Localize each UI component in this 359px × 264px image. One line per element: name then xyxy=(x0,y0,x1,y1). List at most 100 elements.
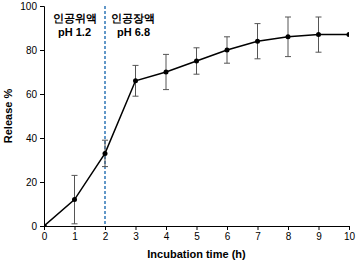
x-tick-label: 10 xyxy=(344,231,356,242)
error-bar-cap xyxy=(163,54,169,55)
x-tick: 7 xyxy=(255,226,261,242)
y-tick-label: 40 xyxy=(26,133,38,144)
x-tick-mark xyxy=(288,226,289,230)
error-bar xyxy=(133,65,139,96)
y-tick: 40 xyxy=(26,133,44,144)
marker xyxy=(347,32,350,37)
marker xyxy=(44,224,47,227)
marker xyxy=(225,48,230,53)
x-tick-label: 2 xyxy=(103,231,109,242)
phase-ph: pH 6.8 xyxy=(117,26,150,38)
release-line xyxy=(44,35,349,226)
y-tick: 20 xyxy=(26,177,44,188)
y-tick-label: 80 xyxy=(26,45,38,56)
x-tick: 10 xyxy=(344,226,356,242)
x-tick-mark xyxy=(166,226,167,230)
x-tick-mark xyxy=(258,226,259,230)
x-tick: 8 xyxy=(286,226,292,242)
chart: 012345678910020406080100인공위액pH 1.2인공장액pH… xyxy=(0,0,359,264)
x-tick-label: 3 xyxy=(133,231,139,242)
marker xyxy=(133,78,138,83)
x-tick-mark xyxy=(197,226,198,230)
marker xyxy=(286,34,291,39)
y-tick-label: 0 xyxy=(31,221,37,232)
marker xyxy=(103,151,108,156)
error-bar-cap xyxy=(102,166,108,167)
x-tick: 5 xyxy=(194,226,200,242)
y-tick-mark xyxy=(40,138,44,139)
x-axis-title: Incubation time (h) xyxy=(147,248,246,260)
x-tick: 0 xyxy=(42,226,48,242)
error-bar-cap xyxy=(285,17,291,18)
y-tick: 60 xyxy=(26,89,44,100)
error-bar-cap xyxy=(285,56,291,57)
error-bar-cap xyxy=(133,96,139,97)
y-tick-mark xyxy=(40,182,44,183)
x-tick: 9 xyxy=(316,226,322,242)
x-tick-mark xyxy=(105,226,106,230)
error-bar-cap xyxy=(316,52,322,53)
x-tick-label: 1 xyxy=(72,231,78,242)
y-axis-title: Release % xyxy=(2,89,14,144)
x-tick-label: 7 xyxy=(255,231,261,242)
x-tick: 2 xyxy=(103,226,109,242)
error-bar-cap xyxy=(255,23,261,24)
error-bar xyxy=(316,17,322,52)
marker xyxy=(255,39,260,44)
x-tick: 6 xyxy=(225,226,231,242)
x-tick-label: 8 xyxy=(286,231,292,242)
x-tick-label: 6 xyxy=(225,231,231,242)
y-tick-mark xyxy=(40,226,44,227)
x-tick-mark xyxy=(227,226,228,230)
y-tick-mark xyxy=(40,94,44,95)
error-bar xyxy=(285,17,291,57)
y-tick: 80 xyxy=(26,45,44,56)
error-bar-cap xyxy=(194,47,200,48)
phase-name: 인공장액 xyxy=(111,12,155,24)
error-bar-cap xyxy=(194,74,200,75)
error-bar xyxy=(194,48,200,74)
error-bar-cap xyxy=(102,140,108,141)
x-tick-label: 5 xyxy=(194,231,200,242)
annotations: 인공위액pH 1.2인공장액pH 6.8 xyxy=(53,12,156,38)
x-axis-line xyxy=(45,227,350,231)
y-tick-label: 100 xyxy=(20,1,37,12)
error-bar-cap xyxy=(133,65,139,66)
y-tick-mark xyxy=(40,50,44,51)
y-axis-line xyxy=(40,7,45,227)
phase-divider xyxy=(104,6,106,226)
error-bar xyxy=(72,175,78,223)
error-bar-cap xyxy=(255,58,261,59)
error-bar xyxy=(163,54,169,89)
error-bar-cap xyxy=(72,223,78,224)
y-axis: 0 20 40 60 80 100 xyxy=(20,1,44,232)
x-tick-mark xyxy=(136,226,137,230)
error-bar-cap xyxy=(224,63,230,64)
error-bar xyxy=(102,140,108,166)
x-tick: 4 xyxy=(164,226,170,242)
y-tick: 0 xyxy=(31,221,44,232)
x-tick: 3 xyxy=(133,226,139,242)
y-tick-label: 60 xyxy=(26,89,38,100)
x-tick-mark xyxy=(349,226,350,230)
plot: 012345678910020406080100인공위액pH 1.2인공장액pH… xyxy=(20,1,355,242)
marker xyxy=(164,70,169,75)
x-tick-label: 0 xyxy=(42,231,48,242)
marker xyxy=(194,59,199,64)
error-bar xyxy=(224,37,230,63)
error-bar-cap xyxy=(72,175,78,176)
error-bar-cap xyxy=(316,17,322,18)
marks xyxy=(44,6,349,226)
marker xyxy=(316,32,321,37)
x-tick-label: 4 xyxy=(164,231,170,242)
x-tick-mark xyxy=(75,226,76,230)
marker xyxy=(72,197,77,202)
error-bar xyxy=(255,24,261,59)
error-bar-cap xyxy=(163,89,169,90)
x-tick-label: 9 xyxy=(316,231,322,242)
y-tick-label: 20 xyxy=(26,177,38,188)
y-tick: 100 xyxy=(20,1,44,12)
phase-ph: pH 1.2 xyxy=(58,26,91,38)
y-tick-mark xyxy=(40,6,44,7)
error-bar-cap xyxy=(224,36,230,37)
